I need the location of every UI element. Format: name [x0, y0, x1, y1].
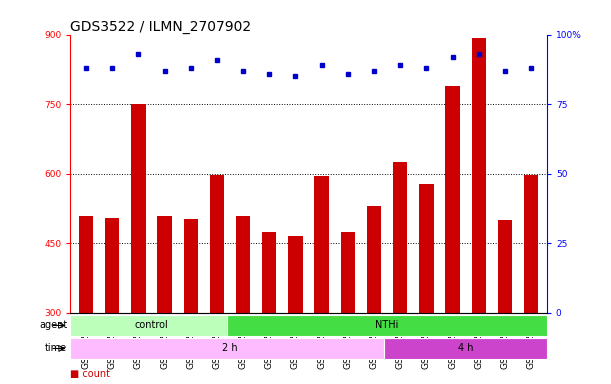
- Text: NTHi: NTHi: [375, 320, 399, 331]
- Bar: [183, 219, 198, 313]
- Bar: [262, 232, 276, 313]
- Bar: [341, 232, 355, 313]
- Text: GDS3522 / ILMN_2707902: GDS3522 / ILMN_2707902: [70, 20, 251, 33]
- Bar: [105, 218, 119, 313]
- Bar: [236, 215, 251, 313]
- Bar: [445, 86, 459, 313]
- Bar: [419, 184, 434, 313]
- Text: agent: agent: [39, 320, 67, 331]
- Text: control: control: [134, 320, 168, 331]
- Text: 2 h: 2 h: [222, 343, 238, 354]
- Bar: [288, 237, 302, 313]
- Text: time: time: [45, 343, 67, 354]
- Bar: [315, 176, 329, 313]
- Text: ■ count: ■ count: [70, 369, 110, 379]
- Bar: [367, 206, 381, 313]
- Bar: [524, 175, 538, 313]
- Bar: [131, 104, 145, 313]
- Bar: [472, 38, 486, 313]
- Bar: [158, 215, 172, 313]
- Bar: [79, 215, 93, 313]
- Bar: [393, 162, 408, 313]
- Bar: [210, 175, 224, 313]
- Text: 4 h: 4 h: [458, 343, 474, 354]
- Bar: [498, 220, 512, 313]
